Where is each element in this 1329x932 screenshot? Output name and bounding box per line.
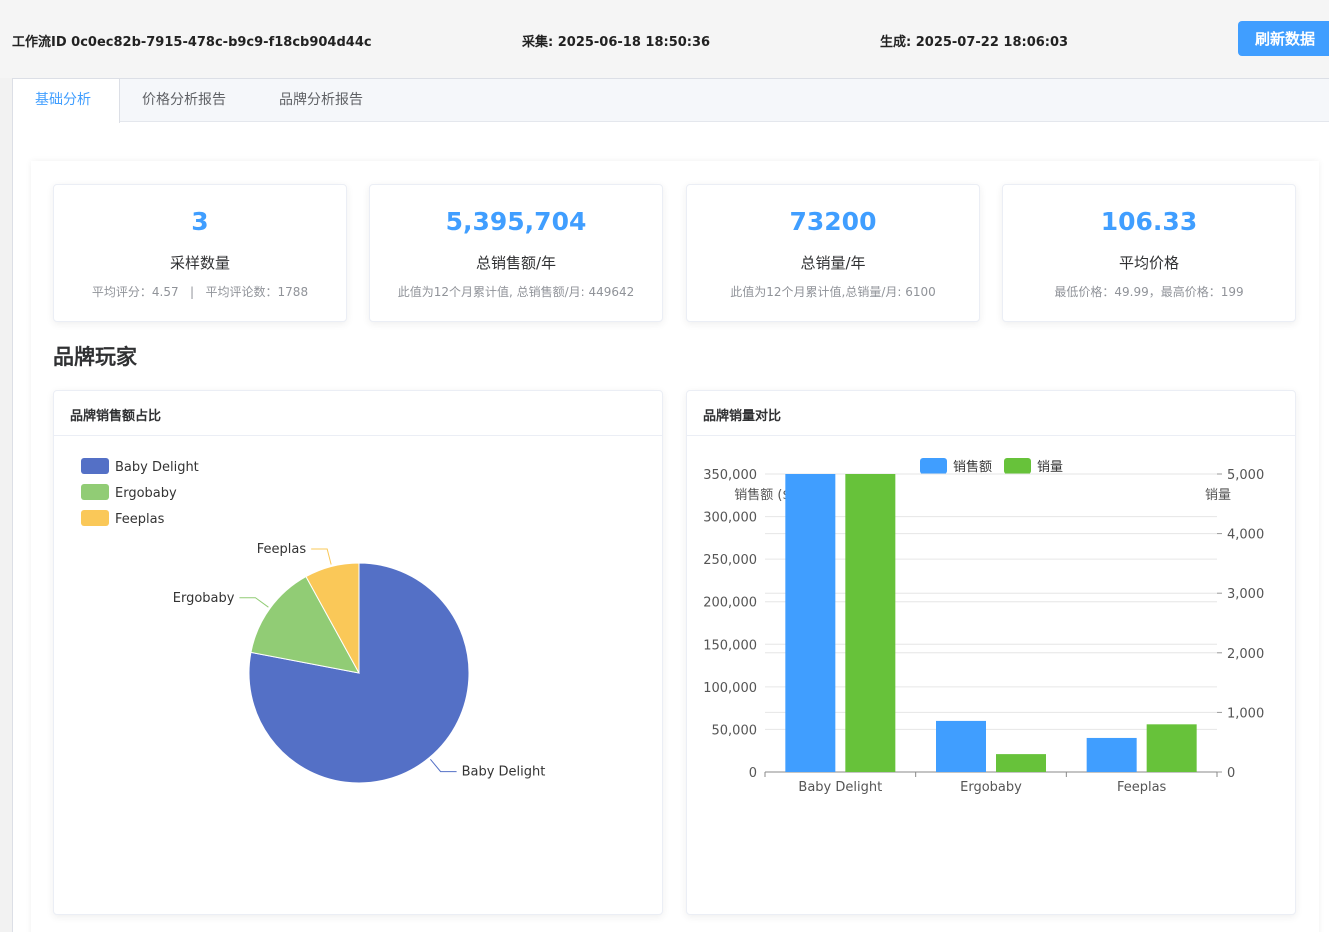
chart-title: 品牌销量对比	[687, 391, 1295, 436]
y-tick-label-right: 3,000	[1227, 587, 1264, 602]
generated-time: 生成: 2025-07-22 18:06:03	[880, 35, 1069, 50]
stat-sub: 此值为12个月累计值,总销量/月: 6100	[730, 285, 936, 299]
y-tick-label-right: 2,000	[1227, 647, 1264, 662]
y-tick-label: 350,000	[703, 468, 757, 483]
bar-volume	[845, 474, 896, 772]
y-tick-label-right: 1,000	[1227, 706, 1264, 721]
chart-title: 品牌销售额占比	[54, 391, 662, 436]
pie-chart-card: 品牌销售额占比 Baby Delight Ergobaby Feeplas Baby …	[53, 390, 663, 915]
y-tick-label-right: 5,000	[1227, 468, 1264, 483]
y-axis-title-right: 销量	[1205, 488, 1231, 503]
y-axis-title: 销售额 ($)	[734, 487, 796, 503]
stat-value: 106.33	[1100, 207, 1198, 236]
stat-card-sample-count: 3 采样数量 平均评分：4.57 | 平均评论数：1788	[53, 184, 347, 322]
stat-card-avg-price: 106.33 平均价格 最低价格：49.99，最高价格：199	[1002, 184, 1296, 322]
legend-swatch	[1004, 458, 1031, 474]
x-tick-label: Baby Delight	[798, 780, 882, 795]
stat-label: 总销量/年	[800, 254, 866, 272]
bar-sales	[1086, 737, 1137, 772]
x-tick-label: Feeplas	[1117, 780, 1167, 795]
y-tick-label: 0	[749, 766, 757, 781]
refresh-data-button[interactable]: 刷新数据	[1238, 21, 1329, 56]
pie-label-line	[311, 548, 332, 565]
pie-label-line	[239, 597, 269, 608]
workflow-id: 工作流ID 0c0ec82b-7915-478c-b9c9-f18cb904d4…	[12, 35, 372, 50]
stat-label: 总销售额/年	[475, 254, 557, 272]
bar-volume	[996, 754, 1046, 772]
tabs-container: 基础分析 价格分析报告 品牌分析报告 3 采样数量 平均评分：4.57 | 平均…	[12, 78, 1329, 932]
stat-label: 平均价格	[1118, 254, 1179, 272]
pie-label: Ergobaby	[173, 591, 235, 606]
y-tick-label-right: 4,000	[1227, 528, 1264, 543]
pie-slice	[250, 575, 360, 674]
pie-label: Baby Delight	[462, 765, 546, 780]
stat-sub: 最低价格：49.99，最高价格：199	[1054, 285, 1244, 299]
top-bar: 工作流ID 0c0ec82b-7915-478c-b9c9-f18cb904d4…	[0, 0, 1329, 78]
y-tick-label: 200,000	[703, 596, 757, 611]
y-tick-label: 100,000	[703, 681, 757, 696]
legend-swatch	[81, 458, 109, 474]
stat-value: 3	[191, 207, 209, 236]
legend-label: 销售额	[953, 459, 992, 475]
stat-value: 73200	[789, 207, 877, 236]
legend-swatch	[920, 458, 947, 474]
bar-volume	[1146, 724, 1197, 772]
stat-card-total-volume: 73200 总销量/年 此值为12个月累计值,总销量/月: 6100	[686, 184, 980, 322]
tab-price-report[interactable]: 价格分析报告	[142, 92, 226, 108]
legend-label: Baby Delight	[115, 460, 199, 475]
legend-label: 销量	[1037, 460, 1063, 475]
x-tick-label: Ergobaby	[960, 780, 1022, 795]
bar-sales	[936, 720, 986, 772]
y-tick-label: 150,000	[703, 638, 757, 653]
legend-swatch	[81, 484, 109, 500]
stat-sub: 平均评分：4.57 | 平均评论数：1788	[91, 285, 309, 299]
legend-swatch	[81, 510, 109, 526]
tabs-header: 基础分析 价格分析报告 品牌分析报告	[13, 79, 1329, 123]
tab-brand-report[interactable]: 品牌分析报告	[279, 92, 363, 108]
pie-chart: Baby Delight Ergobaby Feeplas Baby Delight E…	[81, 458, 546, 784]
pie-label-line	[430, 758, 457, 773]
stat-label: 采样数量	[169, 254, 230, 272]
pie-slice	[305, 562, 360, 674]
pie-label: Feeplas	[257, 542, 307, 557]
y-tick-label: 300,000	[703, 511, 757, 526]
legend-label: Ergobaby	[115, 486, 177, 501]
stat-sub: 此值为12个月累计值, 总销售额/月: 449642	[397, 285, 635, 299]
y-tick-label: 250,000	[703, 553, 757, 568]
stat-value: 5,395,704	[445, 207, 587, 236]
y-tick-label: 50,000	[712, 723, 758, 738]
y-tick-label-right: 0	[1227, 766, 1235, 781]
bar-chart-card: 品牌销量对比 销售额 销量 销售额 ($) 销量 0 50,000 100,000 150,0…	[686, 390, 1296, 915]
section-title: 品牌玩家	[53, 345, 137, 369]
legend-label: Feeplas	[115, 512, 165, 527]
tab-basic-analysis[interactable]: 基础分析	[13, 79, 120, 123]
collected-time: 采集: 2025-06-18 18:50:36	[522, 35, 711, 50]
bar-sales	[785, 474, 836, 772]
stat-card-total-sales: 5,395,704 总销售额/年 此值为12个月累计值, 总销售额/月: 449…	[369, 184, 663, 322]
